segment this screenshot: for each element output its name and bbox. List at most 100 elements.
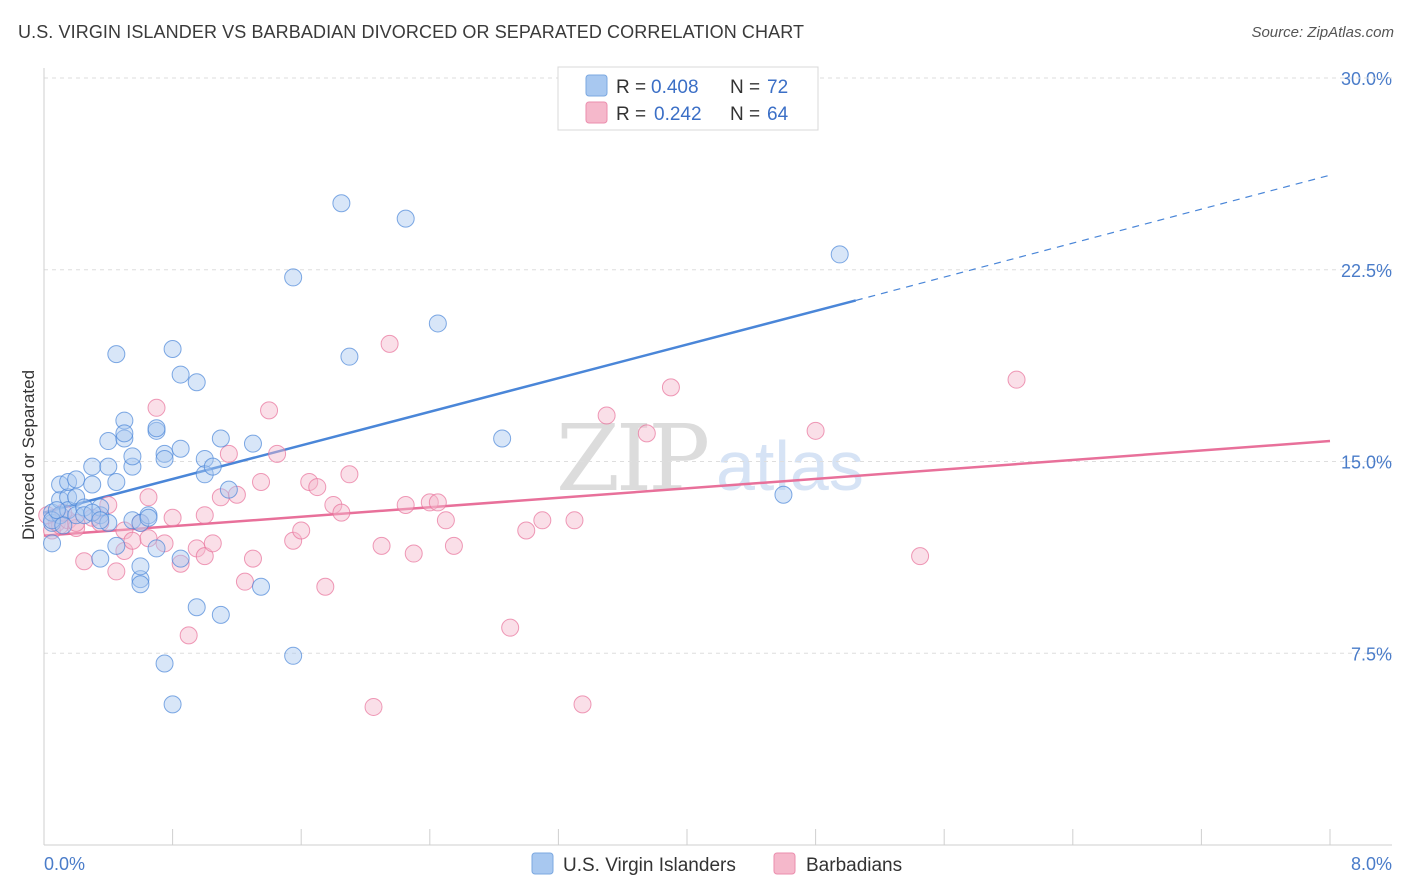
- legend-n-label-2: N =: [730, 104, 760, 125]
- point-barbadians: [203, 534, 222, 553]
- watermark-atlas: atlas: [716, 427, 864, 505]
- point-virgin-islanders: [67, 470, 86, 489]
- bottom-label-barbadians: Barbadians: [806, 855, 902, 876]
- bottom-label-virgin-islanders: U.S. Virgin Islanders: [563, 855, 736, 876]
- point-virgin-islanders: [203, 457, 222, 476]
- y-tick-label: 15.0%: [1341, 453, 1392, 473]
- point-barbadians: [380, 334, 399, 353]
- point-barbadians: [340, 465, 359, 484]
- point-virgin-islanders: [147, 539, 166, 558]
- legend-n-value-1: 72: [767, 77, 788, 98]
- point-virgin-islanders: [155, 449, 174, 468]
- point-virgin-islanders: [396, 209, 415, 228]
- point-virgin-islanders: [211, 429, 230, 448]
- point-virgin-islanders: [332, 194, 351, 213]
- point-virgin-islanders: [171, 439, 190, 458]
- x-tick-label: 0.0%: [44, 854, 85, 874]
- point-barbadians: [637, 424, 656, 443]
- point-barbadians: [436, 511, 455, 530]
- point-barbadians: [911, 547, 930, 566]
- point-virgin-islanders: [155, 654, 174, 673]
- point-barbadians: [573, 695, 592, 714]
- point-barbadians: [75, 552, 94, 571]
- point-virgin-islanders: [147, 419, 166, 438]
- point-virgin-islanders: [43, 534, 62, 553]
- watermark: ZIP atlas: [556, 405, 864, 512]
- point-virgin-islanders: [115, 424, 134, 443]
- point-virgin-islanders: [131, 557, 150, 576]
- point-barbadians: [372, 536, 391, 555]
- point-virgin-islanders: [107, 345, 126, 364]
- point-virgin-islanders: [155, 444, 174, 463]
- point-virgin-islanders: [54, 516, 73, 535]
- point-virgin-islanders: [131, 570, 150, 589]
- legend-swatch-barbadians: [585, 101, 608, 124]
- chart-title: U.S. VIRGIN ISLANDER VS BARBADIAN DIVORC…: [18, 22, 805, 42]
- point-virgin-islanders: [99, 432, 118, 451]
- legend-r-label-1: R =: [616, 77, 646, 98]
- point-virgin-islanders: [83, 475, 102, 494]
- point-barbadians: [107, 562, 126, 581]
- source-credit: Source: ZipAtlas.com: [1251, 24, 1394, 41]
- y-axis-title: Divorced or Separated: [19, 370, 38, 540]
- point-barbadians: [316, 577, 335, 596]
- point-barbadians: [171, 554, 190, 573]
- point-virgin-islanders: [219, 480, 238, 499]
- legend-n-label-1: N =: [730, 77, 760, 98]
- point-virgin-islanders: [187, 373, 206, 392]
- trend-virgin-islanders-extrapolated: [855, 174, 1331, 302]
- point-virgin-islanders: [830, 245, 849, 264]
- point-virgin-islanders: [171, 549, 190, 568]
- point-barbadians: [260, 401, 279, 420]
- point-virgin-islanders: [252, 577, 271, 596]
- point-barbadians: [123, 531, 142, 550]
- point-virgin-islanders: [163, 340, 182, 359]
- point-barbadians: [235, 572, 254, 591]
- legend-r-value-1: 0.408: [651, 77, 699, 98]
- point-barbadians: [268, 444, 287, 463]
- trend-barbadians: [43, 439, 1331, 537]
- point-barbadians: [565, 511, 584, 530]
- trend-virgin-islanders: [43, 299, 857, 514]
- y-tick-label: 30.0%: [1341, 69, 1392, 89]
- point-barbadians: [139, 488, 158, 507]
- point-barbadians: [404, 544, 423, 563]
- point-virgin-islanders: [163, 695, 182, 714]
- point-barbadians: [332, 503, 351, 522]
- legend-top: R = 0.408 N = 72 R = 0.242 N = 64: [557, 66, 819, 131]
- point-barbadians: [147, 398, 166, 417]
- point-barbadians: [444, 536, 463, 555]
- point-virgin-islanders: [243, 434, 262, 453]
- watermark-zip: ZIP: [556, 405, 707, 512]
- point-barbadians: [661, 378, 680, 397]
- point-virgin-islanders: [493, 429, 512, 448]
- point-virgin-islanders: [284, 268, 303, 287]
- point-barbadians: [597, 406, 616, 425]
- gridlines: 7.5% 15.0% 22.5% 30.0%: [44, 69, 1392, 664]
- point-virgin-islanders: [107, 472, 126, 491]
- point-barbadians: [195, 506, 214, 525]
- axes: 0.0% 8.0%: [43, 68, 1392, 874]
- legend-r-value-2: 0.242: [654, 104, 702, 125]
- point-virgin-islanders: [43, 511, 62, 530]
- point-virgin-islanders: [139, 508, 158, 527]
- legend-bottom: U.S. Virgin Islanders Barbadians: [531, 852, 902, 876]
- point-barbadians: [517, 521, 536, 540]
- point-virgin-islanders: [284, 646, 303, 665]
- point-virgin-islanders: [211, 605, 230, 624]
- point-virgin-islanders: [47, 501, 66, 520]
- point-barbadians: [396, 495, 415, 514]
- point-barbadians: [533, 511, 552, 530]
- point-virgin-islanders: [107, 536, 126, 555]
- point-virgin-islanders: [91, 511, 110, 530]
- x-tick-label: 8.0%: [1351, 854, 1392, 874]
- y-tick-label: 7.5%: [1351, 644, 1392, 664]
- point-barbadians: [219, 444, 238, 463]
- point-barbadians: [243, 549, 262, 568]
- point-barbadians: [163, 508, 182, 527]
- point-virgin-islanders: [91, 549, 110, 568]
- point-barbadians: [1007, 370, 1026, 389]
- legend-n-value-2: 64: [767, 104, 789, 125]
- point-virgin-islanders: [115, 429, 134, 448]
- point-virgin-islanders: [99, 457, 118, 476]
